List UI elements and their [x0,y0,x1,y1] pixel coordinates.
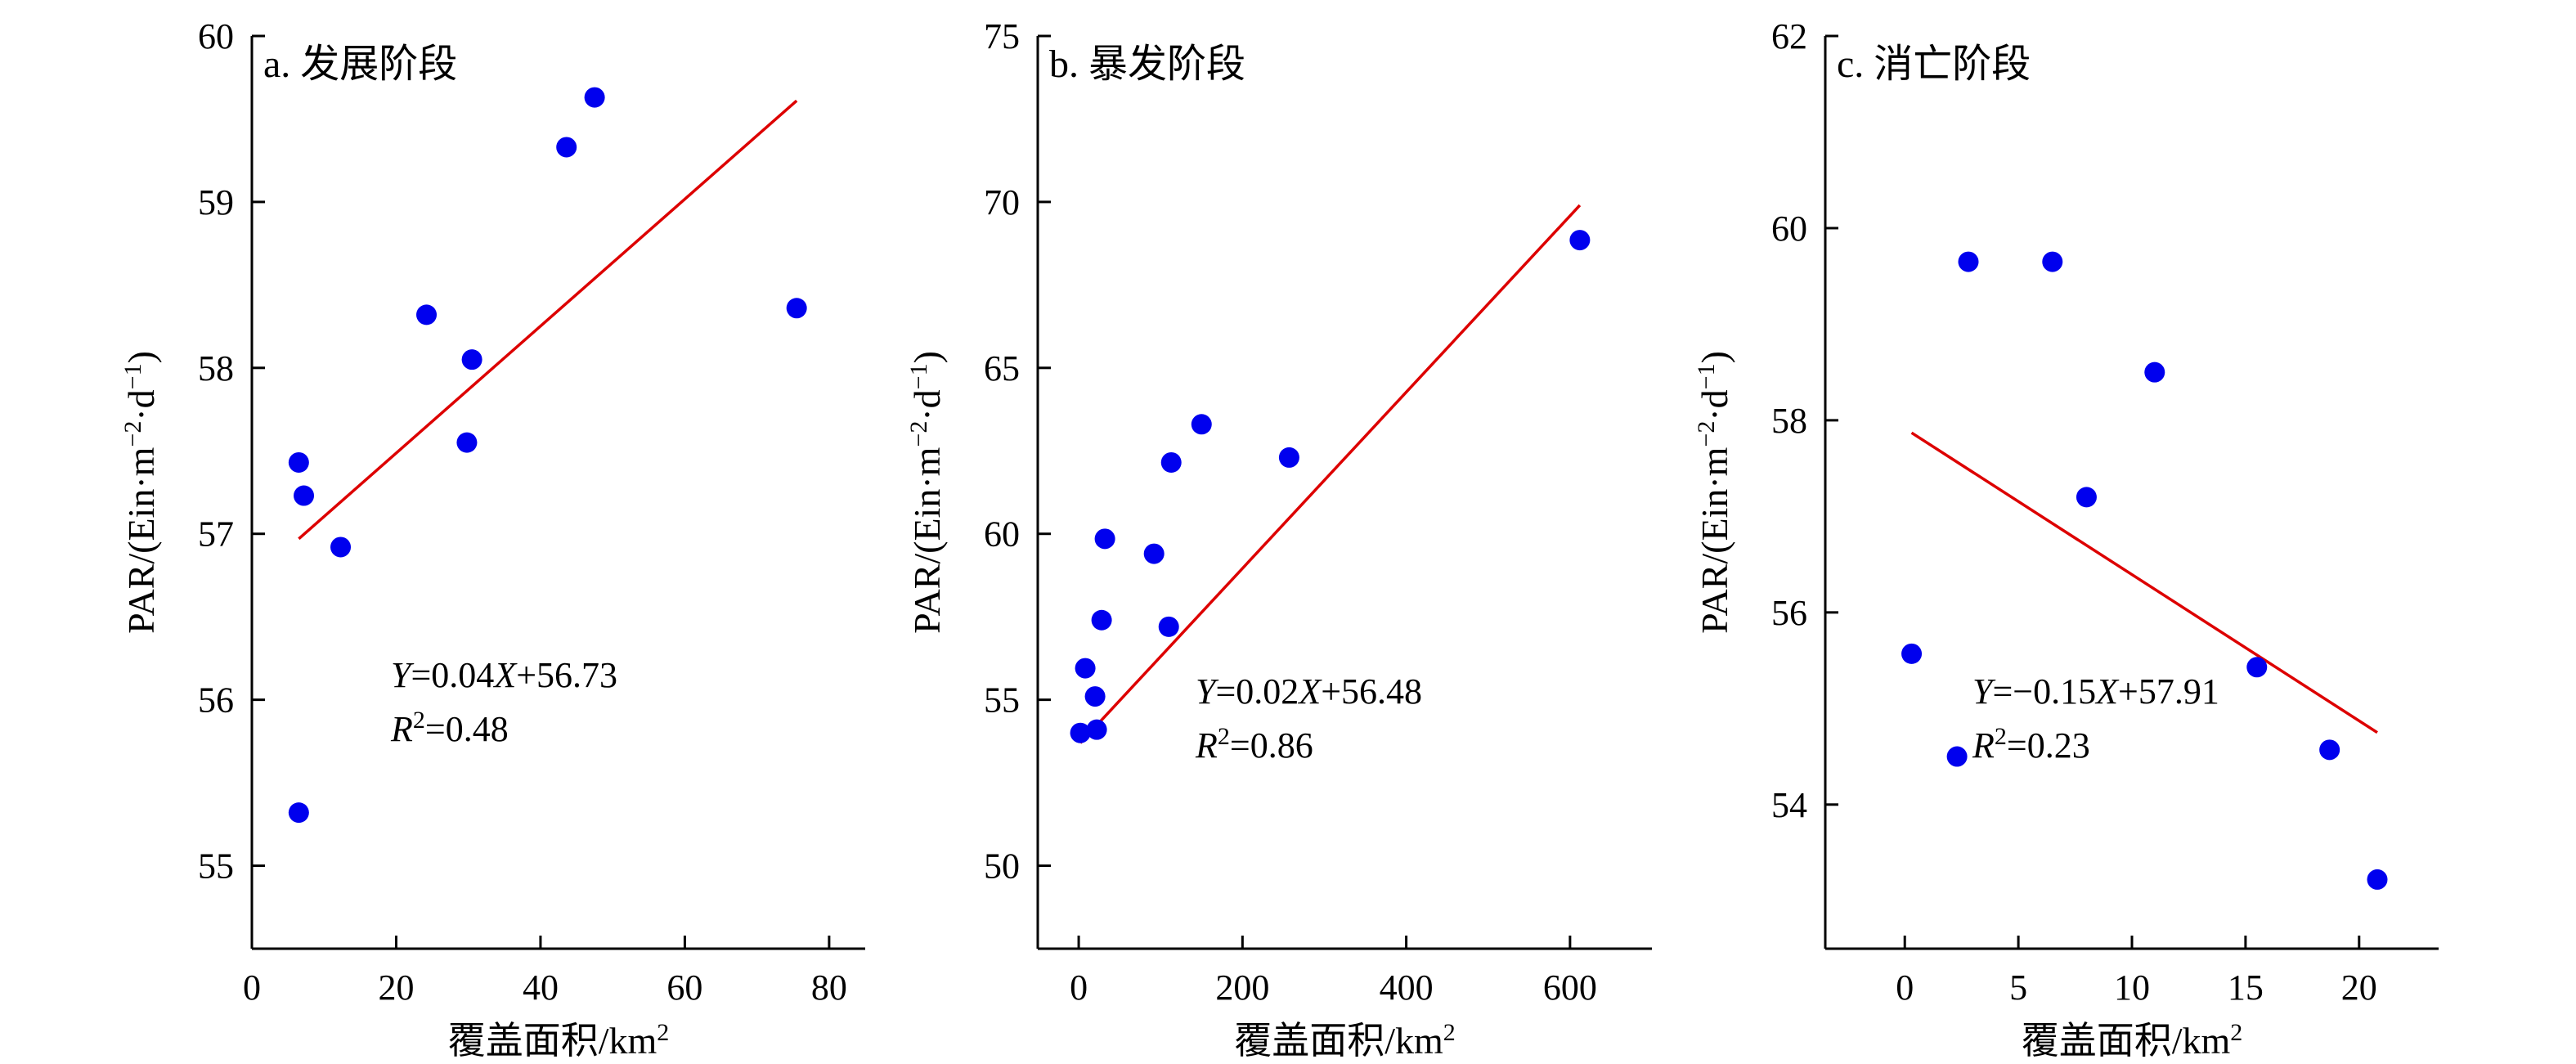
y-tick-label: 70 [984,182,1020,222]
data-point [2144,361,2165,383]
regression-equation: Y=−0.15X+57.91 [1972,671,2219,712]
y-tick-label: 62 [1771,16,1807,56]
data-point [2042,251,2063,272]
data-point [1084,686,1106,707]
x-tick-label: 20 [2341,967,2377,1008]
regression-equation: Y=0.02X+56.48 [1196,671,1422,712]
data-point [1278,447,1299,468]
regression-line [1079,204,1582,744]
x-tick-label: 20 [378,967,414,1008]
r-squared: R2=0.86 [1195,723,1313,765]
y-axis-title: PAR/(Ein·m−2·d−1) [905,351,948,634]
x-axis-title: 覆盖面积/km2 [2022,1019,2243,1060]
regression-equation: Y=0.04X+56.73 [391,655,617,695]
data-point [1091,609,1112,631]
y-axis-title: PAR/(Ein·m−2·d−1) [1693,351,1735,634]
x-tick-label: 10 [2114,967,2150,1008]
y-tick-label: 60 [1771,209,1807,249]
panel-label: b. 暴发阶段 [1049,43,1245,86]
data-point [786,298,807,319]
x-tick-label: 40 [523,967,559,1008]
data-point [1958,251,1979,272]
y-tick-label: 60 [984,514,1020,554]
data-point [461,349,482,370]
x-axis-title: 覆盖面积/km2 [1234,1019,1456,1060]
y-axis-title: PAR/(Ein·m−2·d−1) [119,351,162,634]
y-tick-label: 54 [1771,785,1807,825]
panel-label: c. 消亡阶段 [1837,43,2031,86]
x-tick-label: 15 [2228,967,2264,1008]
x-tick-label: 0 [1896,967,1914,1008]
data-point [2246,657,2268,678]
x-tick-label: 400 [1380,967,1434,1008]
panel-label: a. 发展阶段 [263,43,457,86]
data-point [1946,746,1968,767]
y-tick-label: 57 [198,514,234,554]
y-tick-label: 56 [1771,593,1807,633]
data-point [2076,487,2097,508]
data-point [1158,616,1179,637]
data-point [1094,528,1115,550]
data-point [584,87,605,108]
x-tick-label: 600 [1543,967,1597,1008]
data-point [456,432,478,453]
y-tick-label: 59 [198,182,234,222]
data-point [1086,719,1107,740]
data-point [1070,722,1091,743]
x-tick-label: 0 [243,967,261,1008]
y-tick-label: 60 [198,16,234,56]
x-tick-label: 0 [1070,967,1088,1008]
y-tick-label: 50 [984,846,1020,887]
data-point [1160,451,1182,473]
data-point [416,304,438,325]
x-tick-label: 5 [2009,967,2027,1008]
x-tick-label: 200 [1215,967,1269,1008]
data-point [1569,230,1591,251]
data-point [294,485,315,506]
data-point [288,451,309,473]
x-tick-label: 80 [811,967,847,1008]
y-tick-label: 65 [984,348,1020,388]
data-point [330,536,352,558]
data-point [1901,643,1923,664]
r-squared: R2=0.48 [390,707,509,749]
data-point [2319,739,2340,761]
regression-line [298,99,798,541]
x-tick-label: 60 [666,967,702,1008]
y-tick-label: 55 [984,680,1020,721]
y-tick-label: 56 [198,680,234,721]
x-axis-title: 覆盖面积/km2 [448,1019,670,1060]
data-point [1191,414,1212,435]
y-tick-label: 58 [1771,401,1807,441]
data-point [556,137,577,158]
y-tick-label: 58 [198,348,234,388]
data-point [2367,869,2388,890]
data-point [1143,543,1165,564]
y-tick-label: 75 [984,16,1020,56]
data-point [1075,658,1096,679]
y-tick-label: 55 [198,846,234,887]
r-squared: R2=0.23 [1972,723,2090,765]
data-point [288,802,309,824]
regression-line [1910,431,2378,734]
